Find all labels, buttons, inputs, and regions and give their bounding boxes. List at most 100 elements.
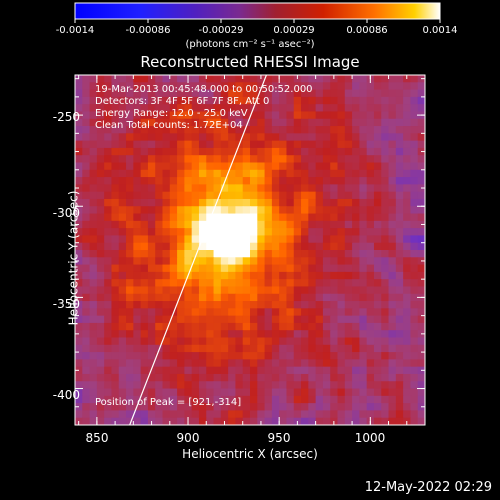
heatmap-cell xyxy=(228,162,237,171)
heatmap-cell xyxy=(330,395,339,404)
heatmap-cell xyxy=(133,140,142,149)
heatmap-cell xyxy=(322,198,331,207)
heatmap-cell xyxy=(242,344,251,353)
heatmap-cell xyxy=(147,359,156,368)
heatmap-cell xyxy=(147,344,156,353)
heatmap-cell xyxy=(381,271,390,280)
heatmap-cell xyxy=(191,75,200,83)
heatmap-cell xyxy=(191,235,200,244)
heatmap-cell xyxy=(118,279,127,288)
heatmap-cell xyxy=(220,147,229,156)
heatmap-cell xyxy=(198,235,207,244)
heatmap-cell xyxy=(403,198,412,207)
heatmap-cell xyxy=(359,373,368,382)
heatmap-cell xyxy=(403,381,412,390)
heatmap-cell xyxy=(242,184,251,193)
heatmap-cell xyxy=(82,286,91,295)
heatmap-cell xyxy=(126,126,134,134)
heatmap-cell xyxy=(184,344,193,353)
heatmap-cell xyxy=(250,162,258,171)
heatmap-cell xyxy=(213,220,222,229)
heatmap-cell xyxy=(169,242,178,251)
heatmap-cell xyxy=(395,250,404,258)
heatmap-cell xyxy=(213,308,222,317)
heatmap-cell xyxy=(388,104,397,113)
heatmap-cell xyxy=(359,337,368,346)
heatmap-cell xyxy=(184,133,193,142)
heatmap-cell xyxy=(337,147,346,156)
heatmap-cell xyxy=(228,235,237,244)
heatmap-cell xyxy=(220,206,229,215)
heatmap-cell xyxy=(257,89,266,98)
heatmap-cell xyxy=(206,89,215,98)
heatmap-cell xyxy=(140,104,149,113)
heatmap-cell xyxy=(250,250,258,258)
heatmap-cell xyxy=(235,184,244,193)
heatmap-cell xyxy=(147,220,156,229)
heatmap-cell xyxy=(155,140,164,149)
heatmap-cell xyxy=(286,206,295,215)
heatmap-cell xyxy=(104,133,113,142)
heatmap-cell xyxy=(198,330,207,339)
heatmap-cell xyxy=(147,191,156,200)
heatmap-cell xyxy=(228,352,237,360)
heatmap-cell xyxy=(293,184,302,193)
heatmap-cell xyxy=(118,82,127,91)
heatmap-cell xyxy=(381,293,390,302)
heatmap-cell xyxy=(104,352,113,360)
heatmap-cell xyxy=(162,220,171,229)
heatmap-cell xyxy=(213,177,222,185)
heatmap-cell xyxy=(82,352,91,360)
heatmap-cell xyxy=(403,111,412,120)
heatmap-cell xyxy=(133,242,142,251)
heatmap-cell xyxy=(381,104,390,113)
heatmap-cell xyxy=(155,96,164,105)
heatmap-cell xyxy=(403,388,412,397)
heatmap-cell xyxy=(403,315,412,324)
heatmap-cell xyxy=(359,104,368,113)
heatmap-cell xyxy=(220,373,229,382)
heatmap-cell xyxy=(82,257,91,266)
heatmap-cell xyxy=(366,213,375,222)
heatmap-cell xyxy=(366,403,375,412)
heatmap-cell xyxy=(250,381,258,390)
heatmap-cell xyxy=(264,373,273,382)
heatmap-cell xyxy=(191,381,200,390)
heatmap-cell xyxy=(126,315,134,324)
heatmap-cell xyxy=(133,133,142,142)
heatmap-cell xyxy=(184,388,193,397)
heatmap-cell xyxy=(271,410,280,419)
heatmap-cell xyxy=(177,359,185,368)
heatmap-cell xyxy=(359,286,368,295)
heatmap-cell xyxy=(126,140,134,149)
heatmap-cell xyxy=(286,264,295,273)
heatmap-cell xyxy=(184,169,193,178)
heatmap-cell xyxy=(206,82,215,91)
heatmap-cell xyxy=(75,118,83,127)
heatmap-cell xyxy=(257,344,266,353)
heatmap-cell xyxy=(118,75,127,83)
heatmap-cell xyxy=(206,220,215,229)
heatmap-cell xyxy=(352,293,360,302)
heatmap-cell xyxy=(213,126,222,134)
heatmap-cell xyxy=(330,206,339,215)
heatmap-cell xyxy=(206,271,215,280)
heatmap-cell xyxy=(206,104,215,113)
heatmap-cell xyxy=(235,359,244,368)
heatmap-cell xyxy=(264,293,273,302)
heatmap-cell xyxy=(228,184,237,193)
heatmap-cell xyxy=(104,82,113,91)
heatmap-cell xyxy=(271,315,280,324)
heatmap-cell xyxy=(403,126,412,134)
heatmap-cell xyxy=(330,96,339,105)
heatmap-cell xyxy=(366,82,375,91)
heatmap-cell xyxy=(395,228,404,237)
heatmap-cell xyxy=(359,133,368,142)
heatmap-cell xyxy=(104,147,113,156)
heatmap-cell xyxy=(177,155,185,164)
heatmap-cell xyxy=(198,184,207,193)
heatmap-cell xyxy=(250,155,258,164)
heatmap-cell xyxy=(301,126,309,134)
heatmap-cell xyxy=(191,395,200,404)
heatmap-cell xyxy=(257,82,266,91)
